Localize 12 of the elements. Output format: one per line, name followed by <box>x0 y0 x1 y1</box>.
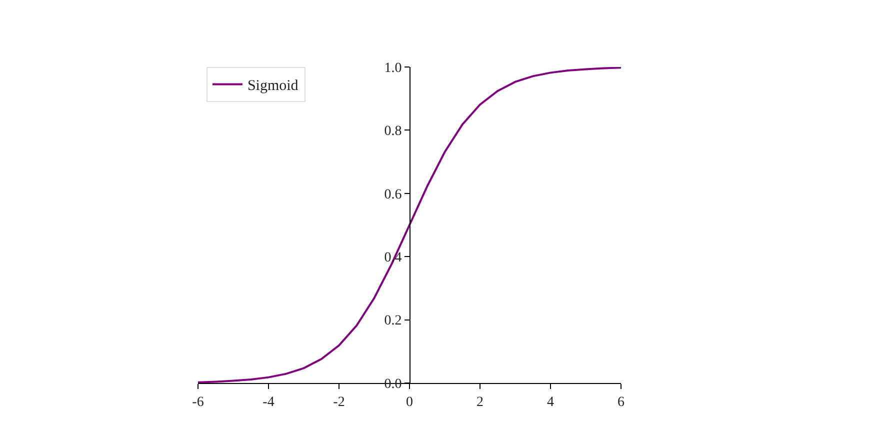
y-tick-label: 0.2 <box>384 314 402 329</box>
x-tick-label: -2 <box>333 394 345 410</box>
x-tick-label: 6 <box>618 394 624 410</box>
legend-label: Sigmoid <box>247 78 299 94</box>
y-tick-label: 0.6 <box>384 187 402 202</box>
x-tick-label: -4 <box>262 394 274 410</box>
x-tick-label: 0 <box>406 394 413 410</box>
y-tick-label: 1.0 <box>384 60 402 76</box>
x-tick-label: 4 <box>547 394 554 410</box>
y-tick-label: 0.8 <box>384 124 402 140</box>
x-tick-label: -6 <box>192 394 204 410</box>
x-tick-label: 2 <box>476 394 484 410</box>
